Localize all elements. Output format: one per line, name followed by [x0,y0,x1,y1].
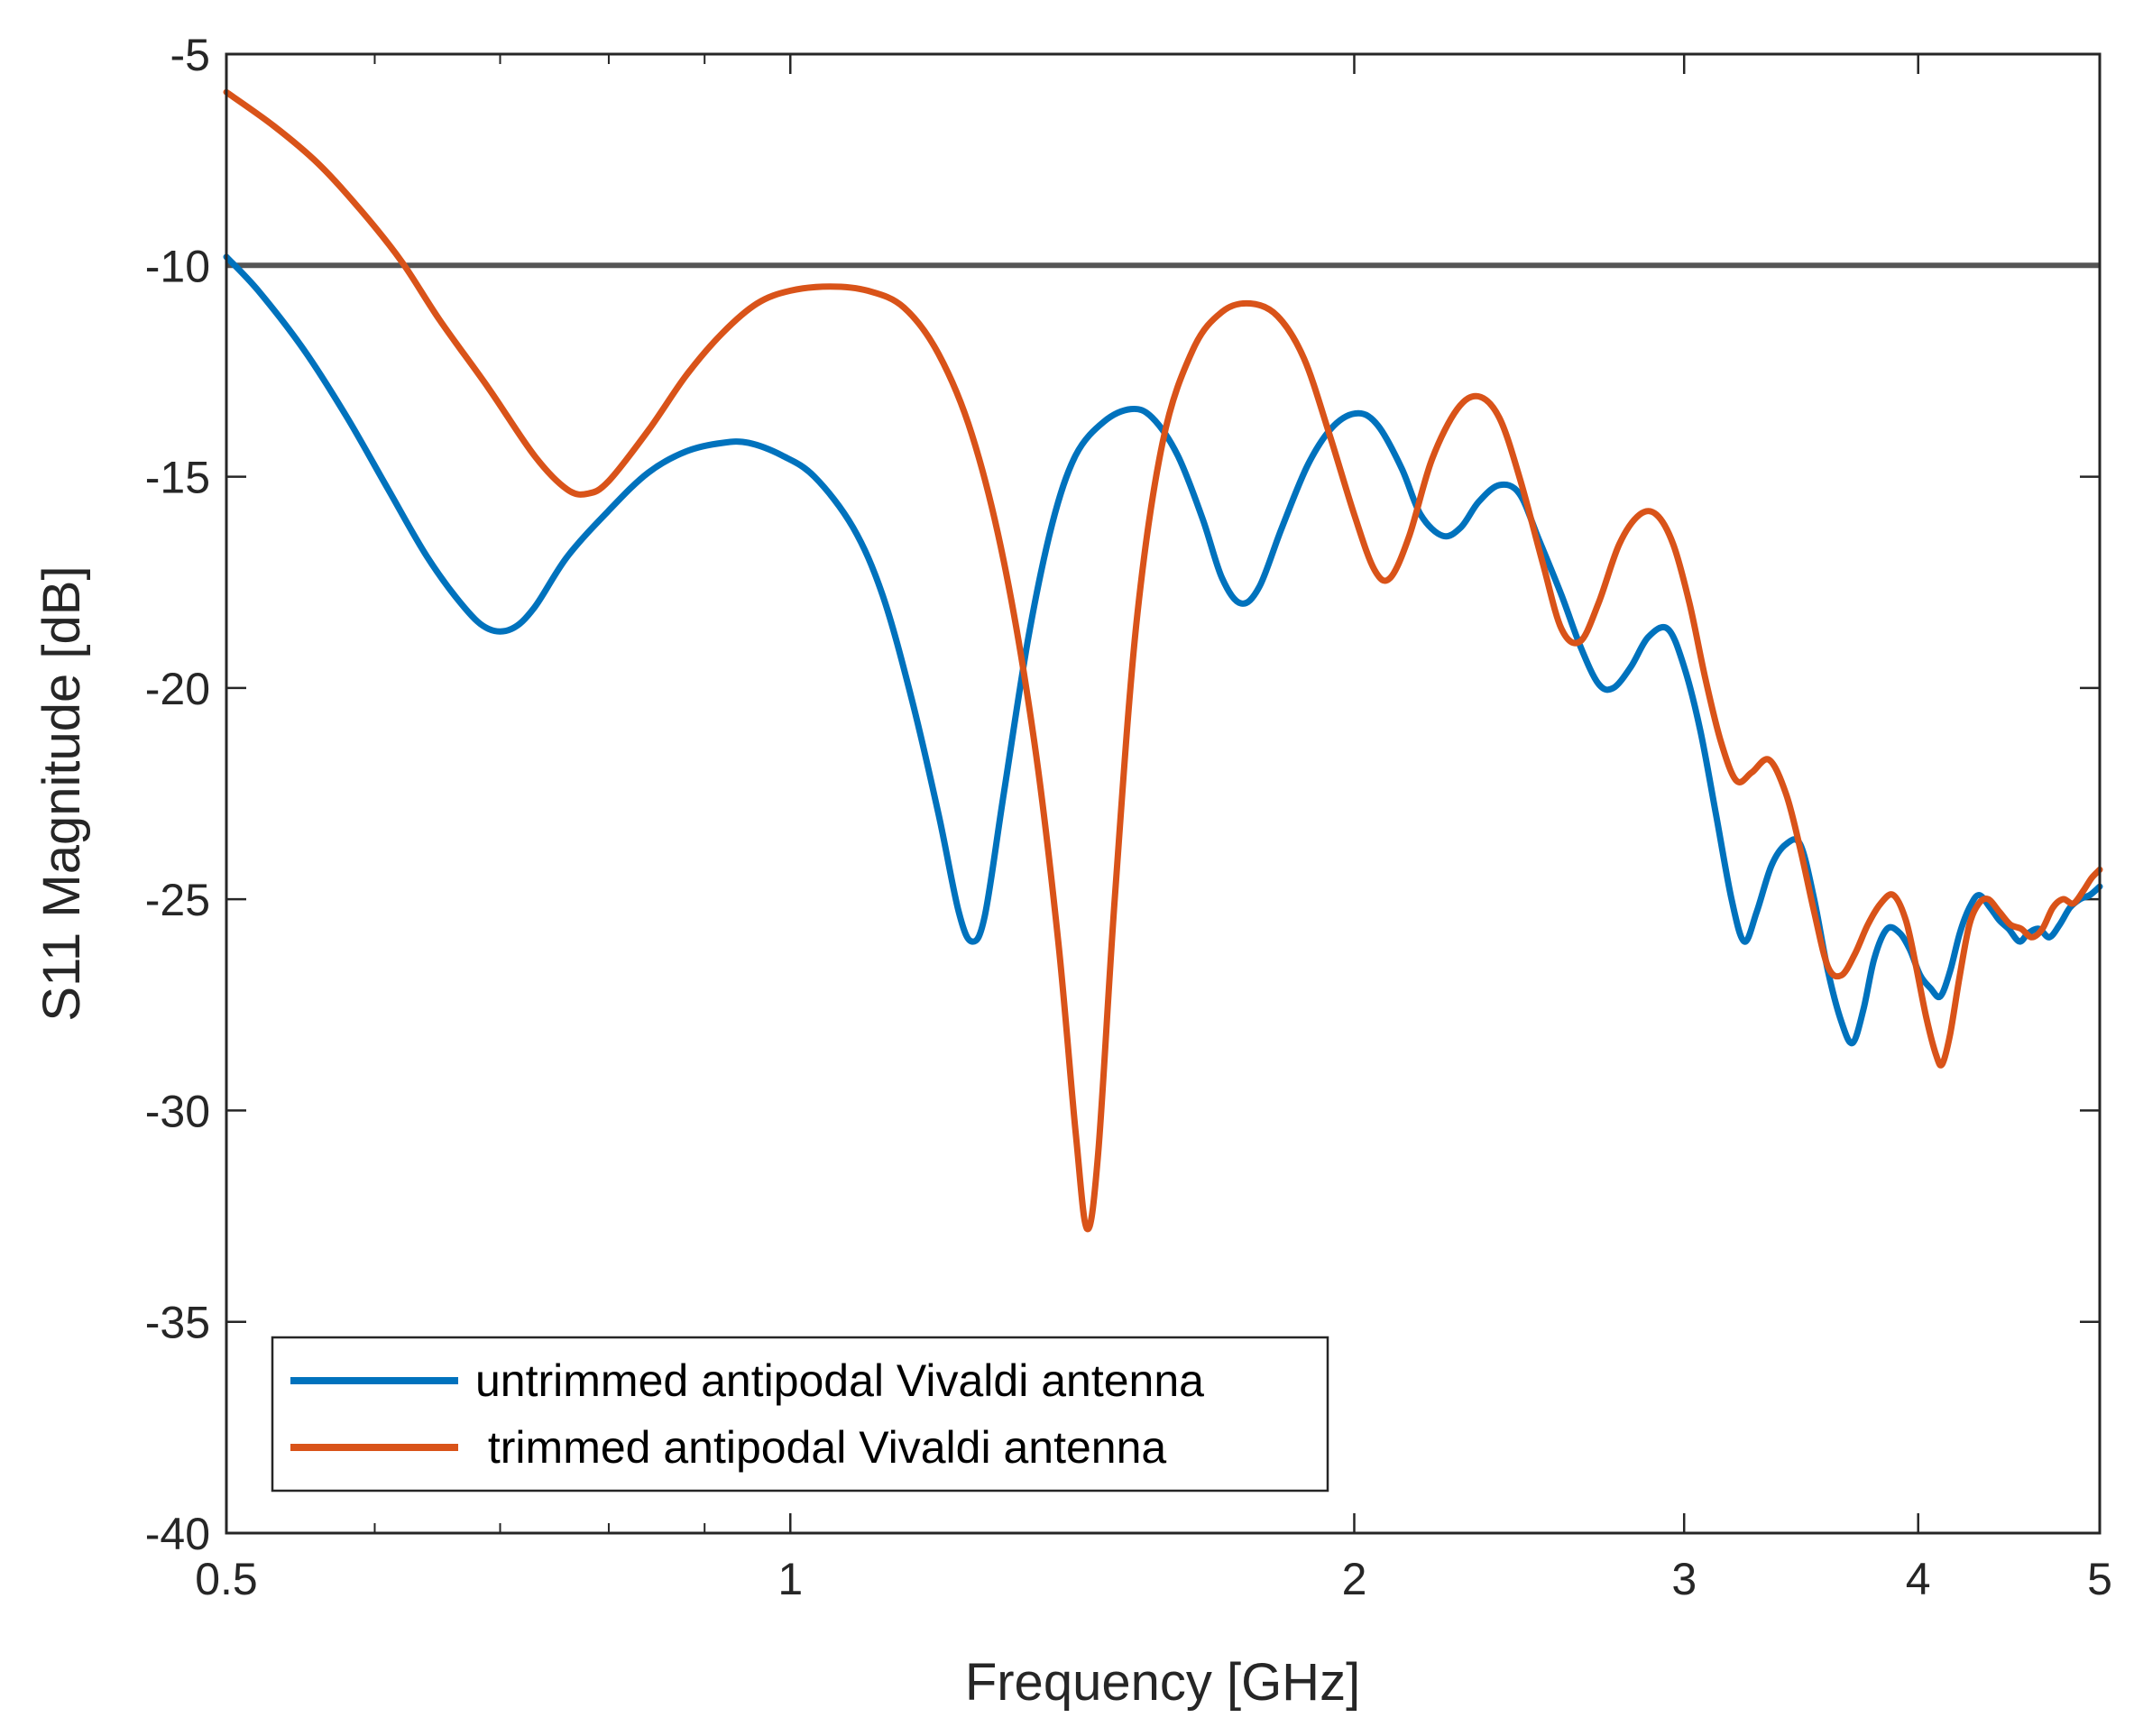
plot-area-background [226,54,2100,1533]
x-tick-label: 4 [1906,1554,1931,1604]
series-line-trimmed [223,88,2103,1233]
x-tick-label: 2 [1342,1554,1367,1604]
y-tick-label: -30 [145,1086,210,1136]
x-tick-label: 3 [1671,1554,1697,1604]
legend-box [271,1336,1329,1493]
tick-labels: 0.5 1 2 3 4 5 -40 -35 -30 -25 -20 -15 -10 -5 [145,30,2112,1604]
y-tick-label: -40 [145,1509,210,1559]
series-layer [223,88,2103,1233]
series-line-untrimmed [223,253,2103,1047]
legend: untrimmed antipodal Vivaldi antenna trim… [271,1336,1329,1493]
plot-area-frame [225,52,2102,1535]
x-tick-label: 1 [777,1554,803,1604]
x-tick-label: 0.5 [195,1554,258,1604]
legend-label-untrimmed: untrimmed antipodal Vivaldi antenna [475,1355,1204,1406]
legend-label-trimmed: trimmed antipodal Vivaldi antenna [475,1422,1166,1473]
y-tick-label: -10 [145,241,210,291]
y-tick-label: -5 [170,30,210,80]
x-tick-label: 5 [2087,1554,2112,1604]
y-tick-label: -25 [145,875,210,925]
y-tick-label: -20 [145,664,210,714]
y-tick-label: -15 [145,453,210,503]
x-axis-label: Frequency [GHz] [965,1653,1360,1712]
y-tick-label: -35 [145,1298,210,1348]
y-axis-label: S11 Magnitude [dB] [32,565,91,1021]
